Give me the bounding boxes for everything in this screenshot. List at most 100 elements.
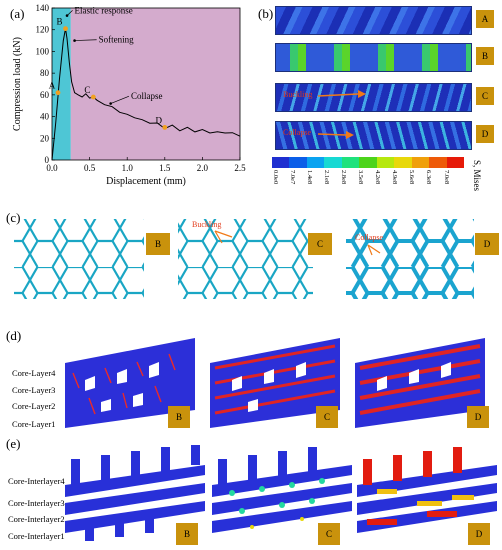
- colorbar-tick: 1.4e8: [306, 170, 313, 185]
- x-tick-label: 2.5: [234, 163, 246, 173]
- annotation-arrow-head: [65, 14, 69, 17]
- y-tick-label: 80: [40, 68, 50, 78]
- layer-label: Core-Layer1: [12, 419, 56, 429]
- colorbar-tick: 2.8e8: [340, 170, 347, 185]
- colorbar-swatch: [429, 157, 447, 168]
- stress-stripe-a: [275, 6, 472, 35]
- annotation-label: Softening: [99, 35, 134, 45]
- layer-label: Core-Interlayer4: [8, 476, 65, 486]
- colorbar-swatch: [394, 157, 412, 168]
- y-tick-label: 100: [36, 46, 50, 56]
- y-tick-label: 40: [40, 112, 50, 122]
- collapse-annotation-b: Collapse: [283, 128, 311, 137]
- annotation-label: Elastic response: [75, 5, 133, 15]
- colorbar-swatch: [411, 157, 430, 168]
- chart-region-1: [70, 8, 240, 160]
- colorbar-tick: 0.0e0: [272, 170, 279, 185]
- colorbar-tick: 5.6e8: [408, 170, 415, 185]
- panel-label-b: (b): [258, 6, 274, 21]
- x-axis-label: Displacement (mm): [106, 176, 186, 187]
- state-badge-e-c: C: [318, 523, 340, 545]
- state-point-label: A: [49, 81, 56, 91]
- state-badge-c-b: B: [146, 233, 170, 255]
- panel-label-e: (e): [6, 436, 21, 451]
- stress-stripe-b: [275, 43, 472, 72]
- y-tick-label: 60: [40, 90, 50, 100]
- buckling-annotation-c: Buckling: [192, 220, 222, 229]
- state-badge-a: A: [476, 10, 494, 28]
- state-point-d: [162, 125, 168, 130]
- colorbar-swatch: [359, 157, 377, 168]
- state-badge-d-c: C: [316, 406, 338, 428]
- load-displacement-chart: 0.0 0.5 1.0 1.5 2.0 2.5 0 20 40 60 80 100 120 140 Disp…: [12, 3, 246, 187]
- y-tick-label: 20: [40, 133, 50, 143]
- core-interlayers-d: [357, 447, 497, 533]
- core-interlayers-b: [65, 445, 205, 541]
- colorbar-tick: 2.1e8: [323, 170, 330, 185]
- colorbar-swatch: [289, 157, 307, 168]
- honeycomb-d: [346, 219, 474, 299]
- colorbar-swatch: [324, 157, 342, 168]
- layer-label: Core-Interlayer2: [8, 514, 65, 524]
- colorbar-tick: 3.5e8: [357, 170, 364, 185]
- colorbar: [272, 157, 464, 168]
- annotation-arrow: [110, 95, 130, 104]
- state-badge-c-d: D: [475, 233, 499, 255]
- state-point-label: C: [84, 85, 90, 95]
- stress-stripe-c: [275, 83, 472, 112]
- state-badge-d: D: [476, 125, 494, 143]
- state-badge-e-b: B: [176, 523, 198, 545]
- layer-label: Core-Layer3: [12, 385, 56, 395]
- layer-label: Core-Layer2: [12, 401, 56, 411]
- state-point-label: B: [57, 17, 63, 27]
- colorbar-swatch: [376, 157, 395, 168]
- colorbar-tick: 7.0e8: [443, 170, 450, 185]
- state-badge-c: C: [476, 87, 494, 105]
- fig-c-honeycombs: [14, 219, 474, 299]
- x-tick-label: 2.0: [197, 163, 209, 173]
- y-tick-label: 120: [36, 25, 50, 35]
- plot-frame: [51, 7, 241, 161]
- y-tick-label: 140: [36, 3, 50, 13]
- core-interlayers-c: [212, 447, 352, 533]
- chart-region-0: [52, 8, 71, 160]
- layer-label: Core-Layer4: [12, 368, 56, 378]
- state-point-label: D: [156, 115, 163, 125]
- fig-b-arrows: [317, 90, 366, 139]
- colorbar-swatch: [341, 157, 360, 168]
- core-layers-c: [210, 338, 340, 428]
- core-layers-d: [355, 338, 485, 428]
- colorbar-swatch: [306, 157, 325, 168]
- panel-label-d: (d): [6, 328, 22, 343]
- annotation-arrow-head: [73, 39, 76, 42]
- collapse-annotation-c: Collapse: [355, 233, 383, 242]
- x-tick-label: 1.5: [159, 163, 171, 173]
- state-point-b: [63, 26, 68, 32]
- state-badge-c-c: C: [308, 233, 332, 255]
- panel-label-a: (a): [10, 6, 25, 21]
- colorbar-swatch: [446, 157, 464, 168]
- state-badge-d-b: B: [168, 406, 190, 428]
- honeycomb-c: [178, 219, 313, 299]
- annotation-arrow-head: [109, 102, 112, 105]
- state-badge-b: B: [476, 47, 494, 65]
- state-badge-d-d: D: [467, 406, 489, 428]
- stress-stripe-d: [275, 121, 472, 150]
- colorbar-tick: 4.2e8: [374, 170, 381, 185]
- annotation-label: Collapse: [131, 91, 163, 101]
- y-tick-label: 0: [45, 155, 50, 165]
- annotation-arrow: [74, 39, 97, 41]
- load-curve: [51, 28, 241, 161]
- colorbar-swatch: [272, 157, 290, 168]
- state-badge-e-d: D: [468, 523, 490, 545]
- honeycomb-b: [14, 219, 144, 299]
- colorbar-tick: 6.3e8: [425, 170, 432, 185]
- core-layers-b: [65, 338, 195, 428]
- x-tick-label: 0.0: [46, 163, 58, 173]
- state-point-c: [90, 94, 96, 100]
- buckling-annotation-b: Buckling: [283, 90, 313, 99]
- state-point-a: [55, 90, 61, 96]
- layer-label: Core-Interlayer3: [8, 498, 65, 508]
- colorbar-tick: 4.9e8: [391, 170, 398, 185]
- x-tick-label: 1.0: [122, 163, 134, 173]
